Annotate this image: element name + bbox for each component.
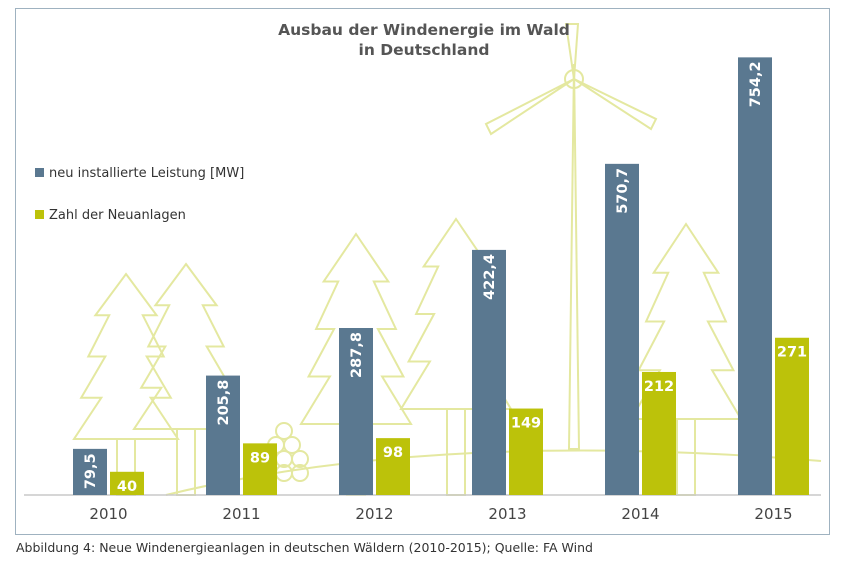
- legend-label-count: Zahl der Neuanlagen: [49, 208, 186, 223]
- data-label-count-2013: 149: [511, 416, 541, 432]
- turbine-blade-2: [573, 78, 658, 131]
- bar-power-2014: [605, 163, 639, 495]
- data-label-power-2011: 205,8: [216, 380, 232, 426]
- data-label-count-2011: 89: [250, 450, 270, 466]
- log-5: [275, 422, 293, 440]
- log-2: [291, 450, 309, 468]
- tree-1: [72, 272, 180, 440]
- data-label-power-2014: 570,7: [615, 168, 631, 214]
- log-4: [283, 436, 301, 454]
- chart-frame: Ausbau der Windenergie im Wald in Deutsc…: [15, 8, 830, 535]
- turbine-blade-1: [484, 78, 575, 136]
- bar-count-2010: [110, 471, 144, 495]
- chart-subtitle: in Deutschland: [359, 41, 490, 59]
- bar-count-2014: [642, 371, 676, 495]
- x-tick-label-2015: 2015: [754, 505, 792, 523]
- turbine-blade-3: [564, 23, 580, 80]
- data-label-count-2010: 40: [117, 479, 137, 495]
- bar-count-2011: [243, 443, 277, 495]
- bar-power-2012: [339, 328, 373, 495]
- bar-count-2013: [509, 408, 543, 495]
- legend-swatch-count: [35, 210, 44, 219]
- bar-count-2015: [775, 337, 809, 495]
- data-label-count-2015: 271: [777, 345, 807, 361]
- x-tick-label-2013: 2013: [488, 505, 526, 523]
- x-tick-label-2011: 2011: [222, 505, 260, 523]
- x-tick-label-2010: 2010: [89, 505, 127, 523]
- figure-caption: Abbildung 4: Neue Windenergieanlagen in …: [16, 540, 593, 555]
- legend: neu installierte Leistung [MW] Zahl der …: [35, 166, 244, 223]
- bar-power-2013: [472, 249, 506, 495]
- x-tick-label-2012: 2012: [355, 505, 393, 523]
- data-label-power-2012: 287,8: [349, 332, 365, 378]
- bar-power-2015: [738, 57, 772, 495]
- tree-2-trunk: [176, 428, 196, 496]
- legend-label-power: neu installierte Leistung [MW]: [49, 166, 244, 181]
- chart-title: Ausbau der Windenergie im Wald: [278, 21, 570, 39]
- log-8: [291, 464, 309, 482]
- data-label-count-2014: 212: [644, 379, 674, 395]
- turbine-hub: [564, 69, 584, 89]
- forest-background: [72, 23, 822, 496]
- tree-4-trunk: [446, 408, 466, 496]
- data-label-count-2012: 98: [383, 445, 403, 461]
- data-label-power-2010: 79,5: [83, 453, 99, 489]
- bar-chart: Ausbau der Windenergie im Wald in Deutsc…: [24, 21, 822, 523]
- bar-power-2011: [206, 375, 240, 495]
- x-tick-label-2014: 2014: [621, 505, 659, 523]
- data-label-power-2015: 754,2: [748, 61, 764, 107]
- bar-power-2010: [73, 448, 107, 495]
- turbine-tower: [567, 63, 581, 450]
- tree-5-trunk: [676, 418, 696, 496]
- bar-count-2012: [376, 438, 410, 495]
- legend-swatch-power: [35, 168, 44, 177]
- data-label-power-2013: 422,4: [482, 254, 498, 300]
